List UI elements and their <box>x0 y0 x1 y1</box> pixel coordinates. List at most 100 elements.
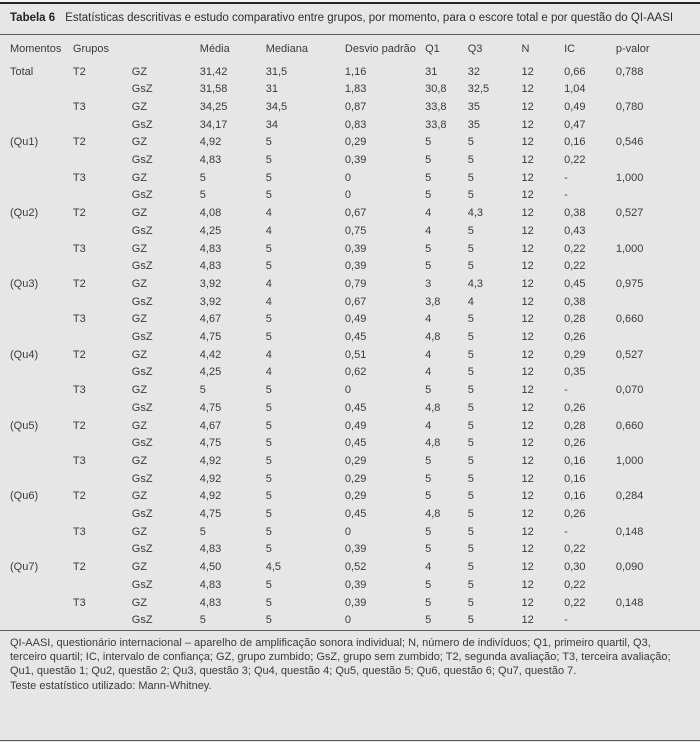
table-cell: - <box>564 171 568 184</box>
table-cell: 0,22 <box>564 543 586 556</box>
table-cell: 5 <box>265 401 272 414</box>
table-cell: 5 <box>467 578 474 591</box>
table-cell: 0,22 <box>564 154 586 167</box>
table-cell: 5 <box>467 543 474 556</box>
column-header: IC <box>564 43 576 55</box>
column-header: Média <box>199 43 230 55</box>
table-cell: GsZ <box>131 189 153 202</box>
table-cell: 32 <box>467 65 480 78</box>
table-cell: T2 <box>72 207 86 220</box>
table-cell: GsZ <box>131 401 153 414</box>
table-cell: 0,29 <box>344 454 367 467</box>
table-cell: 0,660 <box>615 419 644 432</box>
table-cell: 12 <box>521 366 534 379</box>
table-cell: 5 <box>467 384 474 397</box>
table-cell: 0,546 <box>615 136 644 149</box>
table-cell: 4,67 <box>199 419 222 432</box>
table-cell: 0,67 <box>344 295 367 308</box>
table-cell: 0,527 <box>615 207 644 220</box>
table-cell <box>10 187 73 205</box>
table-cell: 4,3 <box>467 207 483 220</box>
table-cell: 12 <box>521 437 534 450</box>
table-cell: 4,67 <box>199 313 222 326</box>
table-cell: 5 <box>265 313 272 326</box>
column-header: Desvio padrão <box>344 43 416 55</box>
table-cell: 4,8 <box>425 331 441 344</box>
table-cell: 4,92 <box>199 454 222 467</box>
table-cell: (Qu4) <box>10 348 39 361</box>
table-cell: 12 <box>521 277 534 290</box>
table-cell: 5 <box>425 260 432 273</box>
table-row: T3 GZ 4,92 5 0,29 5 5 12 0,16 1,000 <box>10 453 690 471</box>
table-cell: (Qu7) <box>10 561 39 574</box>
table-cell: 5 <box>425 525 432 538</box>
table-row: GsZ 4,75 5 0,45 4,8 5 12 0,26 <box>10 329 690 347</box>
table-cell: 5 <box>265 189 272 202</box>
table-cell: 5 <box>467 242 474 255</box>
table-cell: 0,45 <box>344 331 367 344</box>
table-cell <box>10 258 73 276</box>
table-cell: 4,42 <box>199 348 222 361</box>
table-cell: 0 <box>344 525 352 538</box>
table-cell: 0,26 <box>564 508 586 521</box>
table-cell: 0 <box>344 384 352 397</box>
table-cell: 5 <box>265 614 272 627</box>
table-cell <box>10 294 73 312</box>
table-cell <box>73 223 132 241</box>
table-cell: 12 <box>521 472 534 485</box>
table-cell: 4 <box>425 419 432 432</box>
table-cell <box>73 329 132 347</box>
table-cell: 4,92 <box>199 136 222 149</box>
table-cell: T2 <box>72 348 86 361</box>
table-cell <box>10 117 73 135</box>
table-cell: 0,29 <box>344 490 367 503</box>
table-cell: (Qu5) <box>10 419 39 432</box>
table-cell: 12 <box>521 508 534 521</box>
table-cell: 12 <box>521 384 534 397</box>
table-cell: 12 <box>521 313 534 326</box>
table-cell: 0,26 <box>564 331 586 344</box>
table-cell: GsZ <box>131 508 153 521</box>
table-cell: 0,66 <box>564 65 586 78</box>
table-row: T3 GZ 4,83 5 0,39 5 5 12 0,22 0,148 <box>10 595 690 613</box>
table-cell: 33,8 <box>425 100 447 113</box>
table-cell: T2 <box>72 490 86 503</box>
table-cell: 0,35 <box>564 366 586 379</box>
table-cell <box>616 506 690 524</box>
table-row: GsZ 4,75 5 0,45 4,8 5 12 0,26 <box>10 400 690 418</box>
statistics-table: Momentos Grupos Média Mediana Desvio padrão Q… <box>10 35 690 630</box>
table-cell: 4,92 <box>199 490 222 503</box>
table-cell: 4,83 <box>199 578 222 591</box>
table-cell: 0,39 <box>344 543 367 556</box>
table-cell <box>10 99 73 117</box>
table-cell <box>616 471 690 489</box>
table-row: GsZ 4,75 5 0,45 4,8 5 12 0,26 <box>10 435 690 453</box>
table-cell: 12 <box>521 224 534 237</box>
table-cell: 0,38 <box>564 295 586 308</box>
table-cell: 5 <box>467 596 474 609</box>
table-cell: 0,39 <box>344 596 367 609</box>
table-cell: 5 <box>265 578 272 591</box>
table-cell: GZ <box>131 207 148 220</box>
table-cell: 5 <box>265 454 272 467</box>
table-cell <box>73 187 132 205</box>
stats-table-body: Total T2 GZ 31,42 31,5 1,16 31 32 12 0,66 0,788 GsZ… <box>10 64 690 631</box>
table-cell: 5 <box>199 384 206 397</box>
table-cell: GZ <box>131 525 148 538</box>
table-cell: 5 <box>467 401 474 414</box>
table-cell: Total <box>10 65 34 78</box>
table-cell: GsZ <box>131 83 153 96</box>
table-cell: 12 <box>521 401 534 414</box>
table-cell <box>10 577 73 595</box>
table-cell: 31,58 <box>199 83 228 96</box>
table-bottom-rule <box>0 740 700 741</box>
table-cell: 4 <box>265 207 272 220</box>
table-cell: 0,22 <box>564 596 586 609</box>
table-cell: 3 <box>425 277 432 290</box>
table-row: (Qu2) T2 GZ 4,08 4 0,67 4 4,3 12 0,38 0,527 <box>10 205 690 223</box>
table-cell <box>10 364 73 382</box>
table-cell: T2 <box>72 277 86 290</box>
table-cell: 0,67 <box>344 207 367 220</box>
table-cell: GZ <box>131 490 148 503</box>
table-cell: 0,39 <box>344 260 367 273</box>
